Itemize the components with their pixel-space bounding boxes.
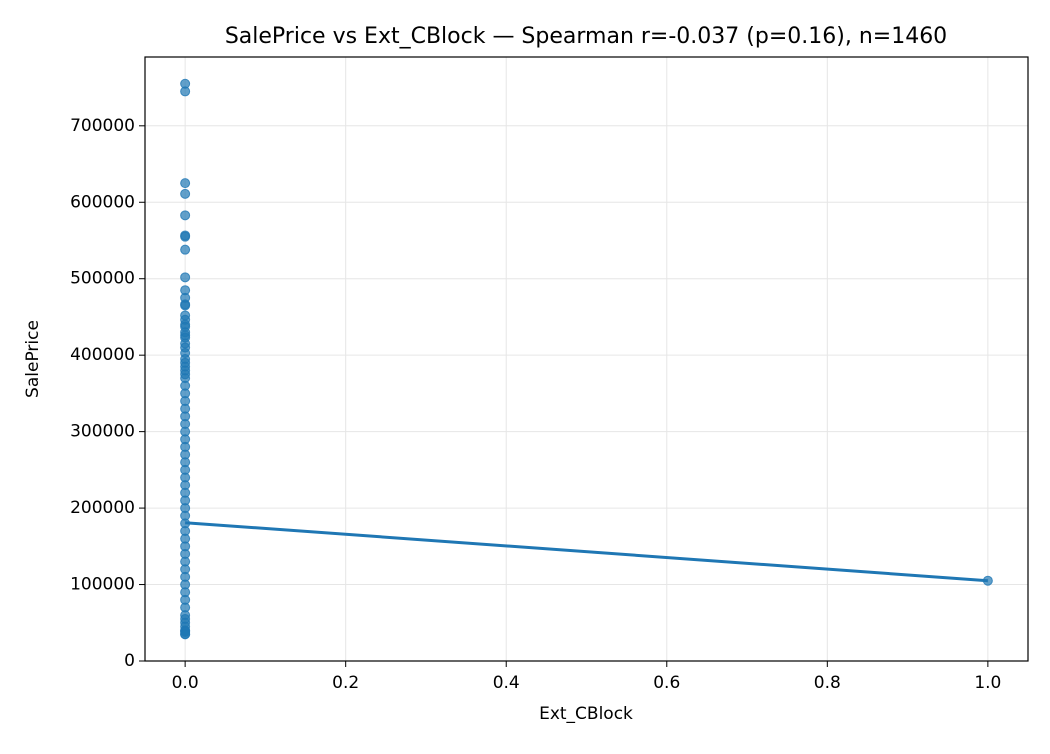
fit-line — [185, 521, 988, 583]
y-tick-label: 300000 — [70, 422, 135, 442]
y-axis-label: SalePrice — [23, 320, 43, 398]
y-tick-label: 200000 — [70, 498, 135, 518]
x-tick-label: 1.0 — [974, 673, 1001, 693]
point — [982, 575, 993, 586]
y-tick-label: 600000 — [70, 192, 135, 212]
y-tick-label: 700000 — [70, 116, 135, 136]
point — [180, 178, 191, 189]
point — [180, 210, 191, 221]
x-axis-label: Ext_CBlock — [539, 704, 633, 724]
plot-frame — [144, 56, 1029, 662]
x-tick-label: 0.2 — [332, 673, 359, 693]
point — [180, 188, 191, 199]
point — [180, 272, 191, 283]
x-tick-label: 0.4 — [493, 673, 520, 693]
x-tick-label: 0.0 — [172, 673, 199, 693]
point — [180, 244, 191, 255]
chart-title: SalePrice vs Ext_CBlock — Spearman r=-0.… — [225, 24, 947, 49]
point — [180, 86, 191, 97]
grid — [145, 57, 1028, 662]
y-tick-label: 400000 — [70, 345, 135, 365]
y-tick-label: 500000 — [70, 269, 135, 289]
y-tick-label: 0 — [124, 651, 135, 671]
point — [180, 231, 191, 242]
point — [180, 629, 191, 640]
x-tick-label: 0.6 — [653, 673, 680, 693]
y-tick-label: 100000 — [70, 575, 135, 595]
marks — [180, 78, 993, 640]
x-tick-label: 0.8 — [814, 673, 841, 693]
point — [180, 300, 191, 311]
